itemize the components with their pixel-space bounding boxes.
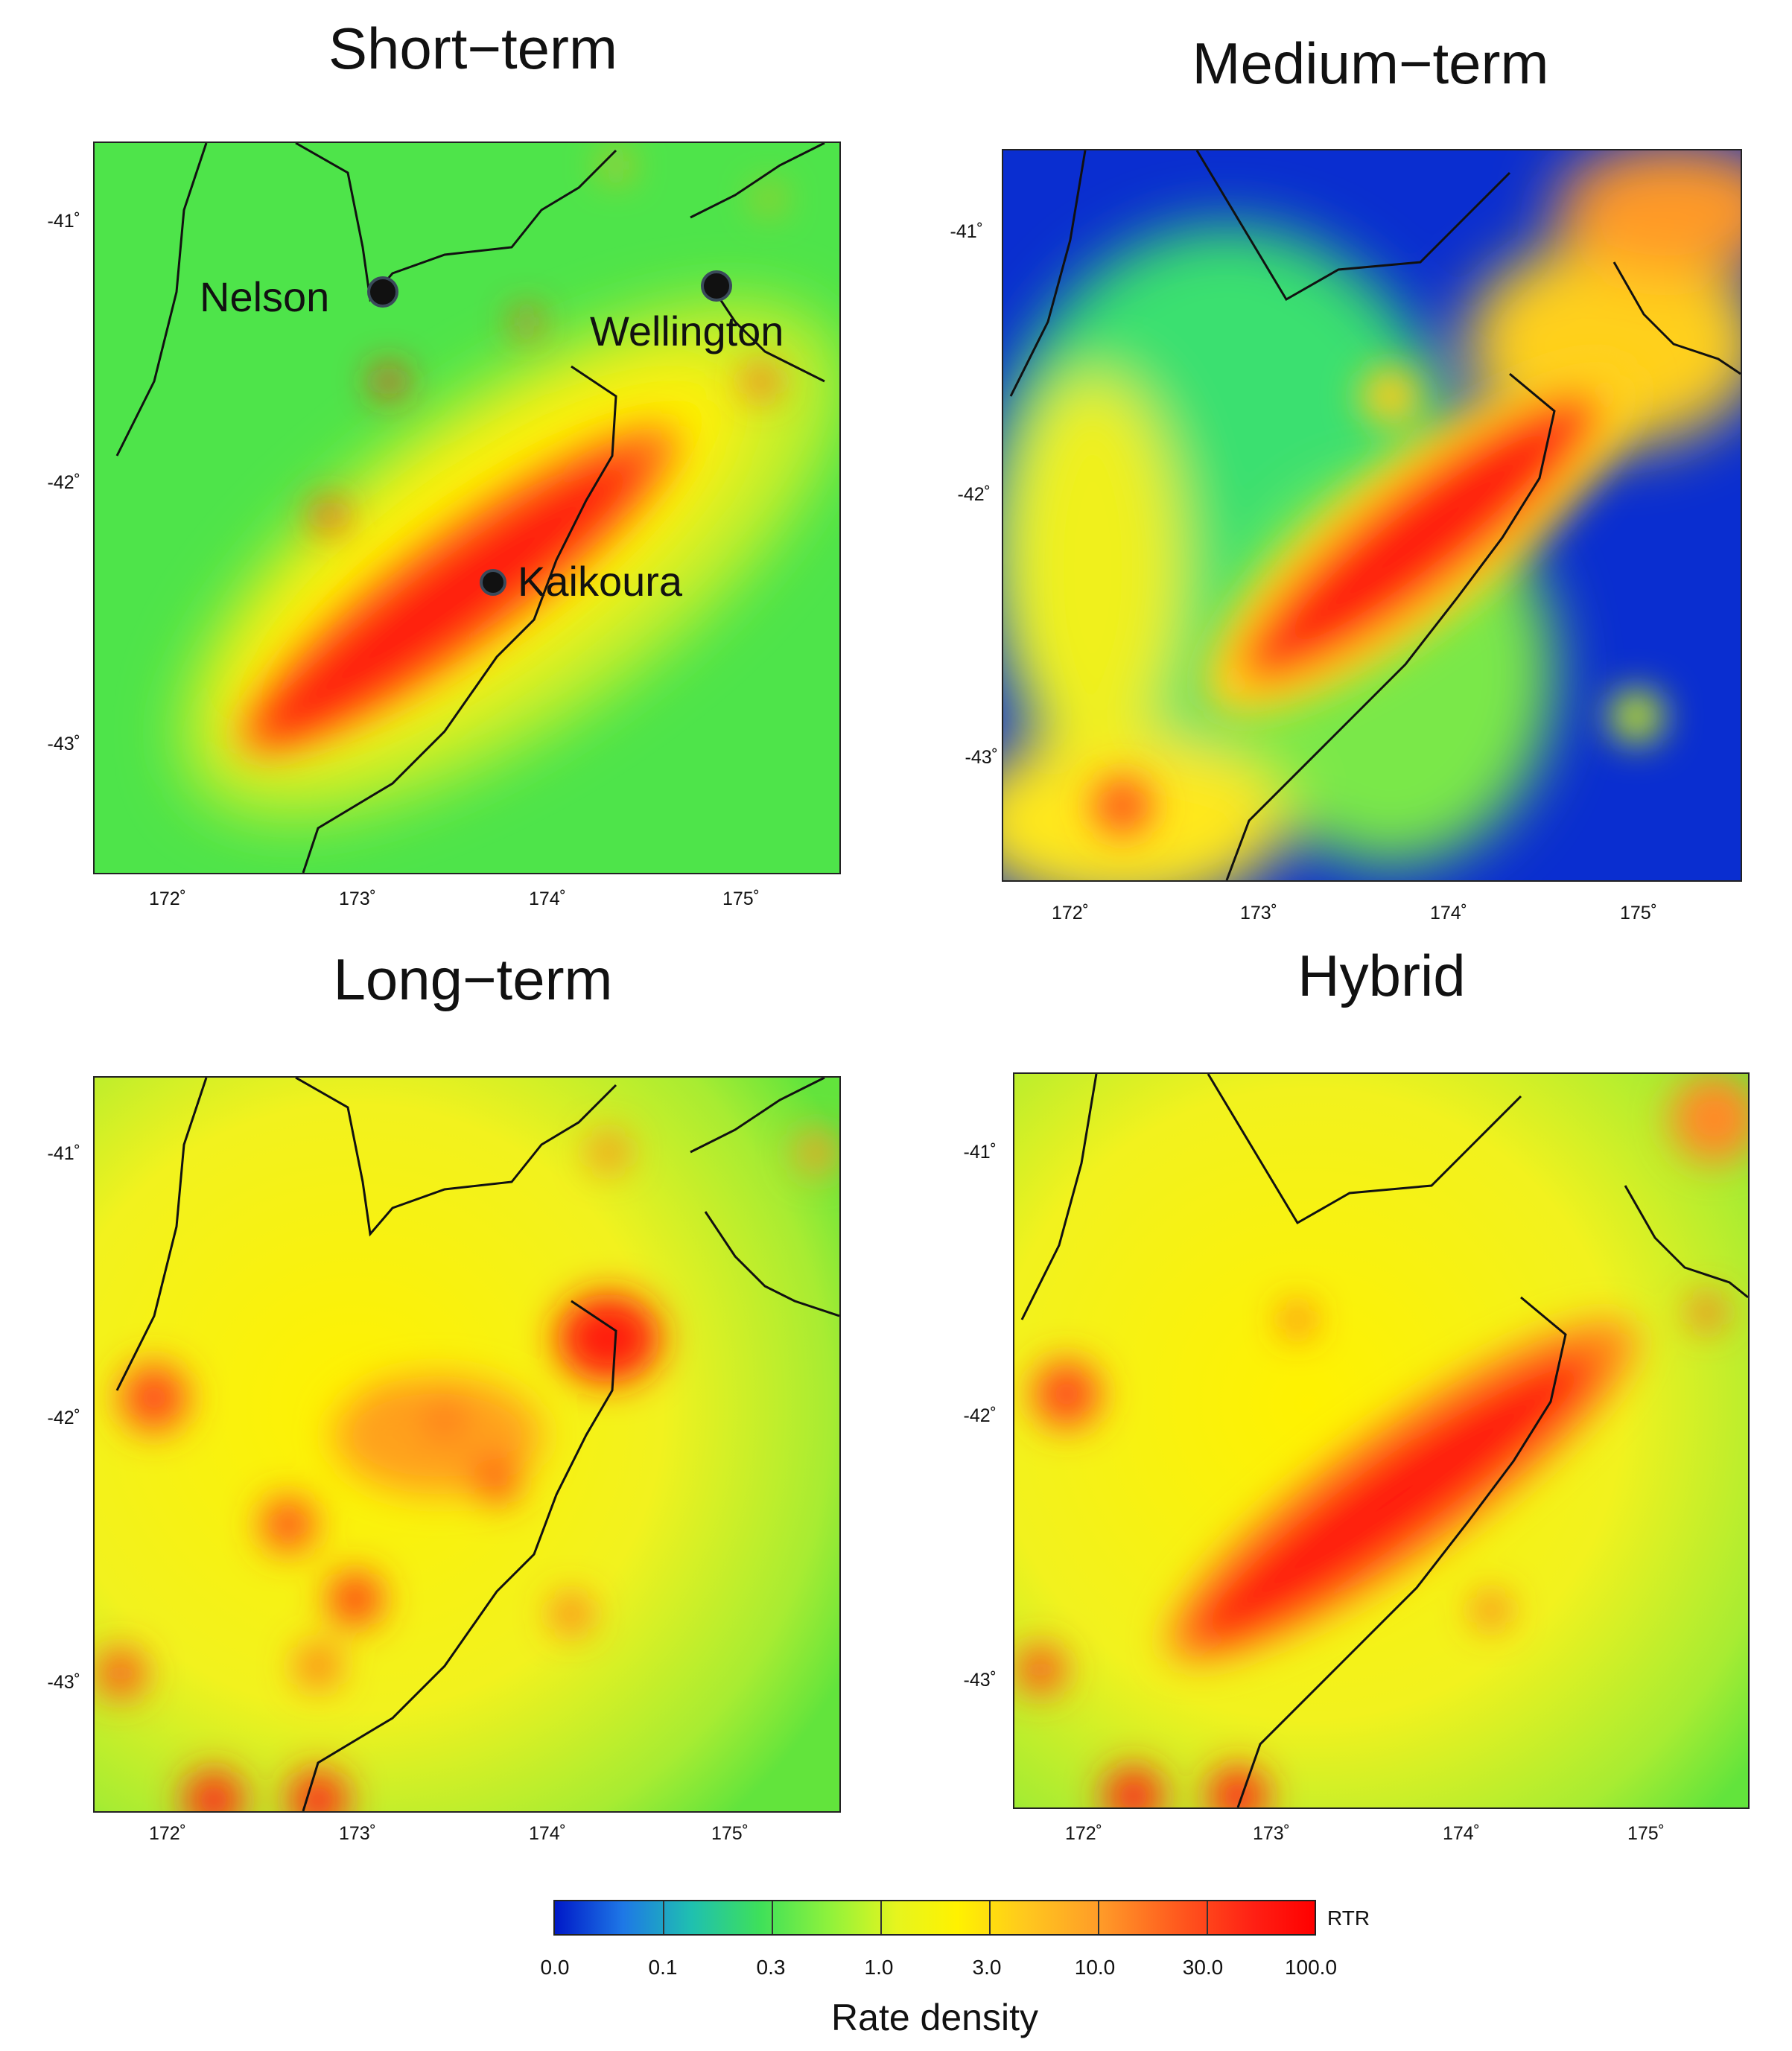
map-medium-term (1002, 149, 1742, 882)
lon-label: 175˚ (722, 888, 760, 909)
colorbar-unit: RTR (1327, 1907, 1370, 1930)
place-label-wellington: Wellington (590, 308, 784, 354)
colorbar-label: 0.0 (540, 1956, 570, 1979)
lon-label: 173˚ (1239, 903, 1278, 923)
coastline-path (115, 143, 825, 873)
colorbar-tick (880, 1901, 882, 1934)
lon-label: 174˚ (528, 1823, 567, 1844)
coastline-path (115, 1078, 839, 1811)
colorbar-tick (1207, 1901, 1208, 1934)
colorbar-tick (1098, 1901, 1099, 1934)
colorbar-label: 10.0 (1074, 1956, 1116, 1979)
colorbar-tick (772, 1901, 773, 1934)
lat-label: -43˚ (47, 734, 80, 754)
lat-label: -41˚ (47, 1143, 80, 1164)
panel-title-hybrid: Hybrid (1297, 943, 1466, 1008)
lat-label: -41˚ (950, 221, 983, 242)
panel-title-short-term: Short−term (328, 16, 617, 81)
lon-label: 172˚ (148, 888, 187, 909)
map-long-term (93, 1076, 841, 1813)
lat-label: -41˚ (963, 1142, 997, 1163)
coastline-path (1020, 1074, 1748, 1807)
nelson-marker (367, 276, 398, 308)
colorbar-label: 30.0 (1182, 1956, 1224, 1979)
lat-label: -42˚ (957, 484, 991, 505)
colorbar-label: 1.0 (864, 1956, 894, 1979)
lat-label: -41˚ (47, 211, 80, 232)
kaikoura-marker (480, 569, 506, 596)
colorbar-title: Rate density (831, 1997, 1038, 2038)
lat-label: -42˚ (963, 1405, 997, 1426)
lon-label: 174˚ (1429, 903, 1468, 923)
map-short-term (93, 141, 841, 874)
colorbar-label: 0.1 (648, 1956, 678, 1979)
panel-title-medium-term: Medium−term (1192, 31, 1549, 96)
coastline-path (1009, 150, 1741, 880)
lon-label: 173˚ (338, 1823, 377, 1844)
lon-label: 174˚ (528, 888, 567, 909)
colorbar-label: 0.3 (756, 1956, 786, 1979)
lon-label: 175˚ (1619, 903, 1658, 923)
colorbar-label: 100.0 (1284, 1956, 1338, 1979)
wellington-marker (701, 270, 732, 302)
map-hybrid (1013, 1072, 1750, 1809)
colorbar-label: 3.0 (972, 1956, 1002, 1979)
colorbar-tick (663, 1901, 664, 1934)
lon-label: 173˚ (1252, 1823, 1291, 1844)
lon-label: 175˚ (711, 1823, 749, 1844)
lon-label: 172˚ (1051, 903, 1090, 923)
lon-label: 172˚ (1064, 1823, 1103, 1844)
lon-label: 175˚ (1627, 1823, 1665, 1844)
place-label-kaikoura: Kaikoura (518, 558, 683, 605)
colorbar-tick (989, 1901, 991, 1934)
panel-title-long-term: Long−term (333, 947, 613, 1012)
lon-label: 172˚ (148, 1823, 187, 1844)
lat-label: -43˚ (965, 747, 998, 768)
lat-label: -43˚ (963, 1670, 997, 1691)
lon-label: 174˚ (1442, 1823, 1481, 1844)
lat-label: -42˚ (47, 1408, 80, 1428)
colorbar (553, 1900, 1316, 1936)
place-label-nelson: Nelson (200, 273, 330, 320)
lat-label: -43˚ (47, 1672, 80, 1693)
lat-label: -42˚ (47, 472, 80, 493)
lon-label: 173˚ (338, 888, 377, 909)
